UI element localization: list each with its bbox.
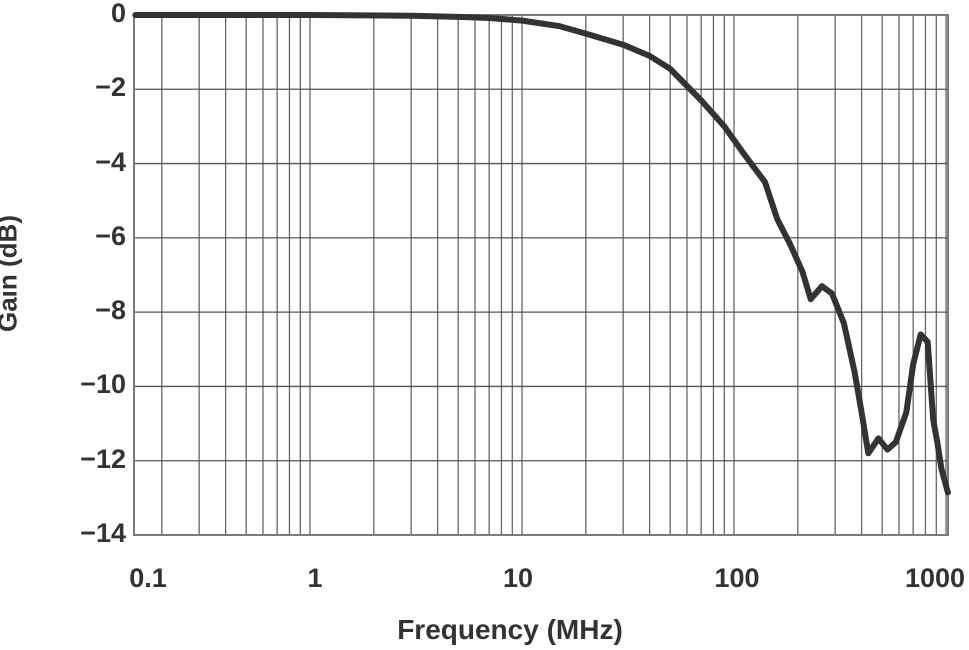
x-axis-title: Frequency (MHz) (397, 614, 623, 645)
y-tick-label: −2 (95, 72, 126, 103)
gain-curve (132, 12, 951, 496)
y-tick-label: −14 (80, 518, 126, 548)
x-tick-label: 10 (502, 563, 534, 593)
x-tick-label: 0.1 (129, 563, 167, 593)
y-tick-label: −12 (80, 443, 126, 474)
plot-frame (133, 14, 949, 536)
x-tick-label: 1 (307, 563, 323, 593)
y-tick-label: 0 (110, 0, 126, 28)
y-axis-title: Gain (dB) (0, 215, 23, 332)
x-tick-label: 100 (714, 563, 760, 593)
grid-lines (134, 15, 948, 535)
x-tick-label: 1000 (904, 563, 966, 593)
y-tick-label: −8 (95, 295, 126, 326)
y-tick-label: −6 (95, 220, 126, 251)
y-tick-label: −4 (95, 146, 126, 177)
y-tick-label: −10 (80, 369, 126, 400)
